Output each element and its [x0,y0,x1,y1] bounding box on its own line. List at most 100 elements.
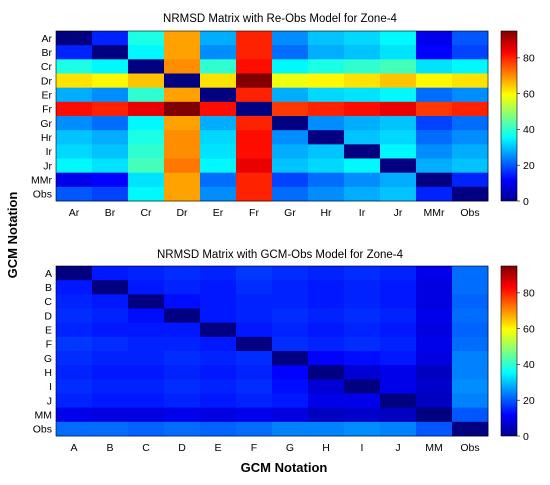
heatmap-cell [200,101,237,117]
heatmap-cell [164,87,201,103]
heatmap-cell [308,365,345,380]
y-tick-label: Ir [46,146,53,158]
heatmap-cell [380,130,417,145]
heatmap-cell [92,421,129,437]
heatmap-cell [200,393,237,409]
heatmap-cell [344,280,381,295]
heatmap-cell [272,308,309,324]
heatmap-cell [308,31,345,46]
y-tick-label: H [44,367,52,379]
plot-frame-top [55,30,489,202]
heatmap-cell [56,407,93,423]
heatmap-cell [344,186,381,202]
heatmap-cell [344,308,381,324]
heatmap-cell [236,336,273,352]
heatmap-cell [416,87,453,103]
heatmap-cell [452,144,489,159]
heatmap-cell [308,407,345,423]
chart-title-top: NRMSD Matrix with Re-Obs Model for Zone-… [163,13,397,25]
heatmap-cell [200,421,237,437]
heatmap-cell [452,266,489,281]
heatmap-cell [272,144,309,159]
heatmap-cell [272,87,309,103]
heatmap-cell [200,158,237,174]
heatmap-cell [92,130,129,145]
heatmap-cell [128,393,165,409]
heatmap-cell [380,365,417,380]
heatmap-cell [164,158,201,174]
heatmap-cell [272,45,309,60]
heatmap-cell [92,87,129,103]
heatmap-cell [272,407,309,423]
colorbar-top [500,30,518,202]
heatmap-cell [236,116,273,131]
heatmap-cell [128,45,165,60]
heatmap-cell [452,379,489,394]
heatmap-cell [164,393,201,409]
heatmap-cell [128,351,165,366]
heatmap-cell [344,294,381,309]
heatmap-cell [200,116,237,131]
heatmap-cell [92,158,129,174]
heatmap-cell [308,421,345,437]
heatmap-cell [308,158,345,174]
heatmap-cell [164,294,201,309]
y-axis-label: GCM Notation [5,192,20,279]
heatmap-cell [56,266,93,281]
heatmap-cell [56,116,93,131]
heatmap-cell [128,59,165,74]
x-tick-label: Obs [460,442,479,454]
heatmap-cell [56,379,93,394]
heatmap-cell [380,266,417,281]
heatmap-cell [236,186,273,202]
heatmap-cell [380,379,417,394]
heatmap-cell [164,73,201,89]
heatmap-cell [164,280,201,295]
heatmap-cell [416,266,453,281]
heatmap-cell [92,322,129,338]
x-tick-label: G [286,442,294,454]
heatmap-cell [272,393,309,409]
heatmap-cell [452,87,489,103]
heatmap-cell [272,73,309,89]
heatmap-cell [56,87,93,103]
heatmap-cell [416,280,453,295]
heatmap-cell [200,280,237,295]
heatmap-cell [308,393,345,409]
heatmap-cell [236,379,273,394]
heatmap-cell [344,59,381,74]
x-tick-label: J [395,442,400,454]
heatmap-cell [236,45,273,60]
heatmap-cell [380,59,417,74]
heatmap-cell [344,266,381,281]
x-tick-label: MM [425,442,443,454]
heatmap-cell [164,351,201,366]
heatmap-cell [308,336,345,352]
heatmap-cell [200,87,237,103]
heatmap-cell [236,365,273,380]
heatmap-cell [380,116,417,131]
heatmap-cell [416,379,453,394]
heatmap-cell [128,365,165,380]
heatmap-cell [128,407,165,423]
heatmap-cell [452,45,489,60]
heatmap-cell [200,308,237,324]
heatmap-cell [236,266,273,281]
y-tick-label: MM [35,410,53,422]
heatmap-cell [344,144,381,159]
heatmap-cell [416,407,453,423]
heatmap-cell [200,172,237,188]
heatmap-cell [452,393,489,409]
x-ticks-top: Ar Br Cr Dr Er Fr Gr Hr Ir Jr MMr Obs [69,207,480,219]
heatmap-cell [56,101,93,117]
heatmap-cell [308,379,345,394]
heatmap-cell [200,59,237,74]
heatmap-cell [308,322,345,338]
heatmap-cell [308,308,345,324]
heatmap-cell [416,31,453,46]
heatmap-cell [272,365,309,380]
plot-frame-bottom [55,265,489,437]
heatmap-cell [164,336,201,352]
heatmap-cell [164,322,201,338]
heatmap-cell [56,130,93,145]
